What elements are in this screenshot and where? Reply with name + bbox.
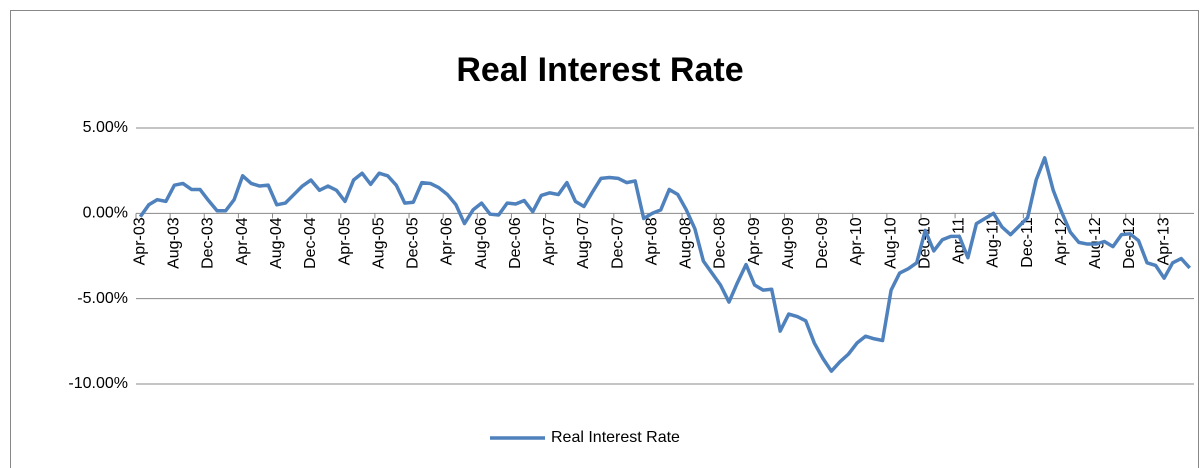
x-tick-label: Apr-10 — [848, 217, 865, 265]
x-tick-label: Aug-11 — [985, 217, 1002, 268]
x-tick-label: Dec-12 — [1121, 217, 1138, 269]
x-tick-label: Dec-08 — [712, 217, 729, 269]
x-tick-label: Dec-09 — [814, 217, 831, 269]
x-tick-label: Apr-13 — [1155, 217, 1172, 265]
y-tick-label: 0.00% — [83, 205, 128, 222]
chart-title: Real Interest Rate — [456, 51, 743, 89]
x-tick-label: Aug-10 — [882, 217, 899, 269]
x-tick-label: Aug-08 — [678, 217, 695, 269]
x-tick-label: Apr-11 — [951, 217, 968, 264]
x-tick-label: Aug-09 — [780, 217, 797, 269]
x-tick-label: Dec-05 — [405, 217, 422, 269]
x-tick-label: Apr-03 — [131, 217, 148, 265]
y-tick-label: -5.00% — [77, 290, 128, 307]
x-tick-label: Apr-06 — [439, 217, 456, 265]
x-tick-label: Dec-07 — [609, 217, 626, 269]
x-tick-label: Dec-10 — [916, 217, 933, 269]
x-tick-label: Apr-04 — [234, 217, 251, 265]
legend-label: Real Interest Rate — [551, 429, 680, 446]
x-tick-label: Dec-11 — [1019, 217, 1036, 267]
x-tick-label: Aug-06 — [473, 217, 490, 269]
x-tick-label: Aug-03 — [166, 217, 183, 269]
x-tick-label: Apr-12 — [1053, 217, 1070, 265]
x-tick-label: Dec-03 — [200, 217, 217, 269]
chart-border — [10, 10, 1199, 468]
x-tick-label: Dec-04 — [302, 217, 319, 269]
y-tick-label: -10.00% — [68, 375, 128, 392]
x-tick-label: Aug-05 — [370, 217, 387, 269]
x-tick-label: Apr-08 — [643, 217, 660, 265]
y-tick-label: 5.00% — [83, 119, 128, 136]
x-tick-label: Apr-09 — [746, 217, 763, 265]
series-line — [138, 156, 1192, 373]
x-tick-label: Dec-06 — [507, 217, 524, 269]
x-tick-label: Aug-04 — [268, 217, 285, 269]
x-tick-label: Aug-07 — [575, 217, 592, 269]
x-tick-label: Apr-07 — [541, 217, 558, 265]
x-tick-label: Apr-05 — [336, 217, 353, 265]
